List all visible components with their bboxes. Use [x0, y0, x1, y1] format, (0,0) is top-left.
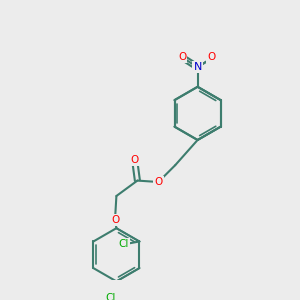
- Text: Cl: Cl: [106, 293, 116, 300]
- Text: O: O: [111, 215, 119, 225]
- Text: N: N: [194, 62, 202, 72]
- Text: Cl: Cl: [119, 239, 129, 249]
- Text: O: O: [178, 52, 186, 62]
- Text: O: O: [130, 154, 139, 165]
- Text: O: O: [154, 177, 163, 187]
- Text: O: O: [208, 52, 216, 62]
